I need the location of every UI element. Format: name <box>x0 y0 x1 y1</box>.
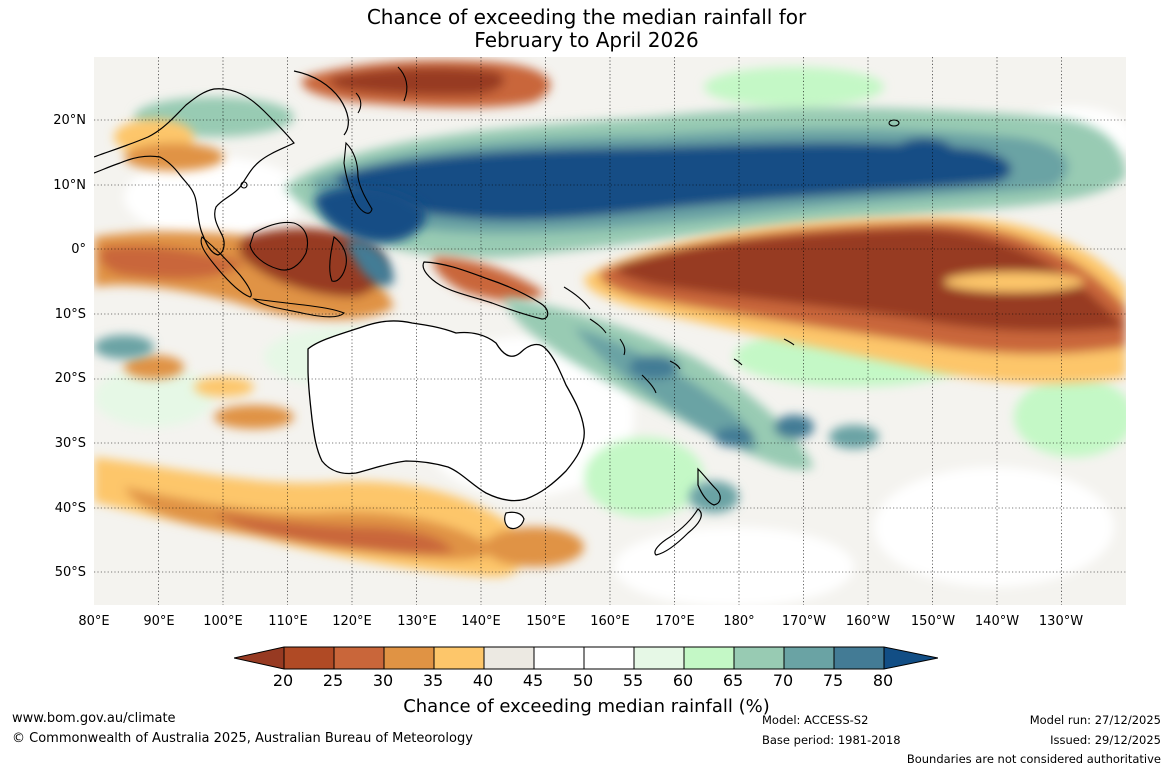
colorbar-tick: 40 <box>472 671 494 690</box>
colorbar-segment <box>534 647 584 669</box>
sumatra <box>200 236 252 298</box>
colorbar-segment <box>834 647 884 669</box>
colorbar-tick: 50 <box>572 671 594 690</box>
colorbar-segment <box>584 647 634 669</box>
graticule <box>94 57 1126 605</box>
copyright-text: © Commonwealth of Australia 2025, Austra… <box>12 731 473 746</box>
colorbar-tick: 60 <box>672 671 694 690</box>
new-guinea <box>422 261 549 320</box>
china-coastline <box>293 70 349 136</box>
wet-spcz <box>94 186 879 513</box>
website-link[interactable]: www.bom.gov.au/climate <box>12 711 176 726</box>
lon-label: 180° <box>723 614 755 629</box>
colorbar-tick: 65 <box>722 671 744 690</box>
colorbar-segment <box>434 647 484 669</box>
lat-label: 50°S <box>54 565 86 580</box>
colorbar-tick: 20 <box>272 671 294 690</box>
colorbar-segment <box>484 647 534 669</box>
lat-label: 10°S <box>54 307 86 322</box>
colorbar <box>234 646 938 670</box>
colorbar-segment <box>384 647 434 669</box>
lon-label: 120°E <box>332 614 372 629</box>
sulawesi <box>329 236 347 282</box>
colorbar-segment <box>784 647 834 669</box>
australia-landmass <box>307 320 585 502</box>
wet-band-north-pacific <box>134 67 1126 258</box>
asia-coastline <box>94 88 295 256</box>
java <box>252 298 345 318</box>
colorbar-tick: 30 <box>372 671 394 690</box>
model-name: Model: ACCESS-S2 <box>762 713 869 727</box>
lon-label: 130°W <box>1038 614 1084 629</box>
lon-label: 90°E <box>143 614 175 629</box>
new-zealand-south <box>654 508 702 556</box>
lat-label: 20°S <box>54 371 86 386</box>
lon-label: 80°E <box>78 614 110 629</box>
lat-label: 10°N <box>53 178 86 193</box>
base-period: Base period: 1981-2018 <box>762 733 901 747</box>
borneo <box>249 221 309 271</box>
lat-label: 20°N <box>53 113 86 128</box>
dry-band-south-pacific <box>584 217 1126 384</box>
lon-label: 130°E <box>397 614 437 629</box>
colorbar-segment <box>734 647 784 669</box>
colorbar-segment <box>684 647 734 669</box>
colorbar-tick: 75 <box>822 671 844 690</box>
lat-label: 30°S <box>54 436 86 451</box>
dry-north-patch <box>114 60 551 171</box>
japan-south <box>397 66 408 102</box>
colorbar-title: Chance of exceeding median rainfall (%) <box>403 696 770 717</box>
lon-label: 100°E <box>203 614 243 629</box>
taiwan <box>355 92 362 114</box>
issued-date: Issued: 29/12/2025 <box>1050 733 1161 747</box>
boundaries-disclaimer: Boundaries are not considered authoritat… <box>906 752 1161 766</box>
tasmania <box>504 511 525 530</box>
rainfall-map <box>94 57 1126 605</box>
colorbar-tick: 45 <box>522 671 544 690</box>
colorbar-tick: 25 <box>322 671 344 690</box>
lon-label: 160°E <box>590 614 630 629</box>
map-title-line-1: Chance of exceeding the median rainfall … <box>366 5 807 29</box>
lon-label: 110°E <box>268 614 308 629</box>
lon-label: 170°E <box>655 614 695 629</box>
lon-label: 160°W <box>845 614 891 629</box>
new-zealand-north <box>697 467 721 506</box>
colorbar-min-arrow <box>234 647 284 669</box>
colorbar-segment <box>634 647 684 669</box>
lon-label: 150°E <box>526 614 566 629</box>
philippines <box>343 141 373 214</box>
lon-label: 170°W <box>781 614 827 629</box>
colorbar-tick: 80 <box>872 671 894 690</box>
lon-label: 140°E <box>461 614 501 629</box>
lon-label: 150°W <box>910 614 956 629</box>
lon-label: 140°W <box>974 614 1020 629</box>
colorbar-segment <box>284 647 334 669</box>
lat-label: 40°S <box>54 501 86 516</box>
colorbar-tick: 55 <box>622 671 644 690</box>
model-run-date: Model run: 27/12/2025 <box>1029 713 1161 727</box>
map-title-line-2: February to April 2026 <box>474 28 699 52</box>
colorbar-segment <box>334 647 384 669</box>
colorbar-tick: 70 <box>772 671 794 690</box>
colorbar-tick: 35 <box>422 671 444 690</box>
lat-label: 0° <box>71 242 86 257</box>
colorbar-max-arrow <box>884 647 938 669</box>
